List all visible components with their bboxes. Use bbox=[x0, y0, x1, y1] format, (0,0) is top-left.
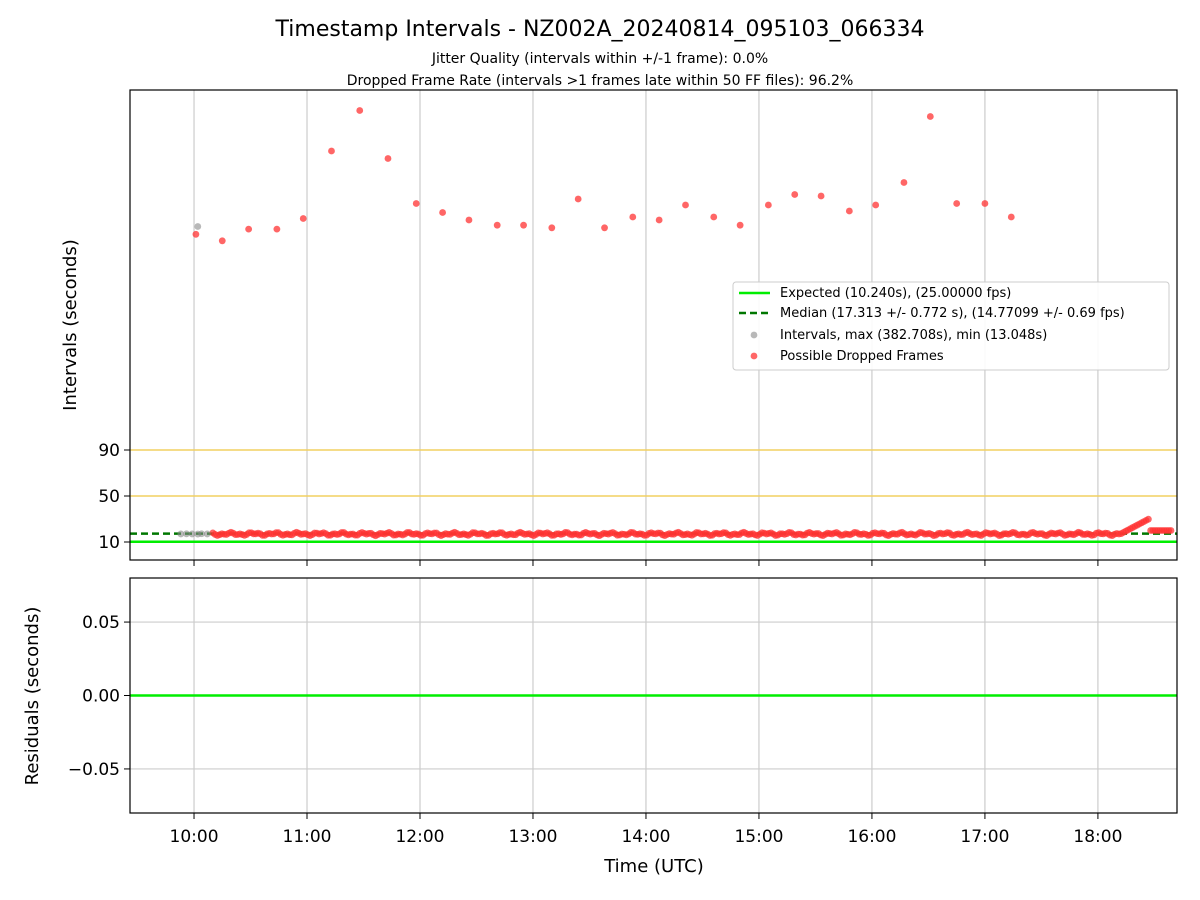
interval-point-4 bbox=[198, 530, 205, 538]
interval-point-top bbox=[194, 223, 202, 230]
dropped-frame-dense-point-414 bbox=[1144, 515, 1152, 523]
dropped-frame-point-5 bbox=[328, 147, 335, 155]
dropped-frame-point-0 bbox=[192, 230, 200, 238]
dropped-frame-point-25 bbox=[872, 201, 880, 209]
dropped-frame-point-14 bbox=[574, 195, 582, 203]
dropped-frame-point-13 bbox=[548, 224, 556, 232]
intervals-y-tick-label-2: 50 bbox=[98, 487, 120, 507]
legend-box bbox=[732, 281, 1170, 371]
dropped-frame-point-26 bbox=[900, 179, 908, 186]
dropped-frame-point-19 bbox=[710, 213, 718, 221]
dropped-frame-point-3 bbox=[273, 225, 281, 233]
dropped-frame-point-15 bbox=[601, 224, 608, 232]
dropped-frame-point-10 bbox=[465, 216, 473, 224]
x-tick-label-17:00: 17:00 bbox=[960, 827, 1009, 847]
dropped-frame-point-1 bbox=[218, 237, 226, 245]
intervals-panel: 10 90 50 Intervals (seconds) bbox=[60, 89, 1178, 566]
dropped-frame-point-21 bbox=[764, 201, 772, 209]
intervals-y-axis-label: Intervals (seconds) bbox=[60, 239, 81, 411]
interval-point-1 bbox=[183, 530, 190, 538]
legend-median-label: Median (17.313 +/- 0.772 s), (14.77099 +… bbox=[780, 306, 1125, 321]
residuals-y-axis-label: Residuals (seconds) bbox=[22, 607, 43, 786]
dropped-frame-point-28 bbox=[953, 200, 961, 207]
dropped-frame-point-2 bbox=[245, 225, 253, 233]
dropped-frame-point-9 bbox=[439, 209, 446, 216]
dropped-frame-point-7 bbox=[384, 155, 392, 162]
residuals-y-tick-label-2: −0.05 bbox=[68, 760, 120, 780]
dropped-frame-point-24 bbox=[845, 207, 853, 215]
x-tick-label-15:00: 15:00 bbox=[734, 827, 783, 847]
dropped-frame-point-23 bbox=[817, 192, 825, 200]
dropped-frame-point-4 bbox=[299, 215, 307, 222]
interval-point-5 bbox=[203, 530, 211, 538]
intervals-y-tick-label-0: 10 bbox=[98, 533, 120, 553]
legend-intervals-label: Intervals, max (382.708s), min (13.048s) bbox=[780, 328, 1047, 343]
dropped-frame-point-17 bbox=[655, 216, 663, 224]
chart-subtitle-dropped: Dropped Frame Rate (intervals >1 frames … bbox=[347, 73, 854, 89]
legend-dropped-label: Possible Dropped Frames bbox=[780, 349, 944, 364]
legend-expected-label: Expected (10.240s), (25.00000 fps) bbox=[780, 286, 1011, 301]
dropped-frame-point-27 bbox=[926, 113, 934, 120]
interval-point-0 bbox=[177, 530, 185, 538]
residuals-y-tick-label-1: 0.00 bbox=[82, 687, 120, 707]
dropped-frame-point-22 bbox=[791, 191, 799, 198]
dropped-frame-point-20 bbox=[736, 221, 744, 229]
x-tick-label-10:00: 10:00 bbox=[170, 827, 219, 847]
dropped-frame-point-29 bbox=[981, 200, 989, 207]
residuals-x-ticks: 10:00 11:00 12:00 13:00 14:00 15:00 16:00 17:00… bbox=[170, 813, 1122, 847]
residuals-y-tick-label-0: 0.05 bbox=[82, 613, 120, 633]
dropped-frame-point-12 bbox=[520, 221, 527, 229]
dropped-frame-point-16 bbox=[629, 213, 637, 221]
dropped-frame-point-30 bbox=[1007, 213, 1015, 221]
x-tick-label-16:00: 16:00 bbox=[847, 827, 896, 847]
x-tick-label-18:00: 18:00 bbox=[1073, 827, 1122, 847]
x-tick-label-14:00: 14:00 bbox=[621, 827, 670, 847]
intervals-y-ticks: 10 90 50 bbox=[98, 441, 130, 553]
dropped-frame-dense-point-424 bbox=[1167, 527, 1175, 534]
dropped-frame-point-6 bbox=[356, 107, 364, 114]
interval-point-2 bbox=[188, 530, 196, 538]
residuals-panel: 0.050.00−0.05 10:00 11:00 12:00 13:00 14:00 1… bbox=[22, 577, 1178, 877]
legend-intervals-swatch bbox=[750, 331, 758, 339]
chart-subtitle-jitter: Jitter Quality (intervals within +/-1 fr… bbox=[431, 51, 768, 67]
legend: Expected (10.240s), (25.00000 fps) Media… bbox=[732, 281, 1170, 371]
intervals-y-tick-label-1: 90 bbox=[98, 441, 120, 461]
intervals-plot-area bbox=[130, 90, 1177, 560]
intervals-x-ticks bbox=[193, 560, 1099, 566]
legend-dropped-swatch bbox=[750, 352, 758, 360]
x-tick-label-11:00: 11:00 bbox=[283, 827, 332, 847]
dropped-frame-point-8 bbox=[412, 200, 420, 207]
dropped-frame-point-11 bbox=[493, 221, 501, 229]
intervals-axes-frame bbox=[129, 89, 1178, 561]
x-axis-label: Time (UTC) bbox=[603, 856, 704, 877]
chart-title: Timestamp Intervals - NZ002A_20240814_09… bbox=[275, 17, 925, 42]
residuals-y-ticks: 0.05 0.00 −0.05 bbox=[68, 613, 130, 780]
residuals-plot-area bbox=[130, 578, 1177, 813]
dropped-frame-point-18 bbox=[682, 201, 689, 209]
x-tick-label-13:00: 13:00 bbox=[508, 827, 557, 847]
x-tick-label-12:00: 12:00 bbox=[395, 827, 444, 847]
